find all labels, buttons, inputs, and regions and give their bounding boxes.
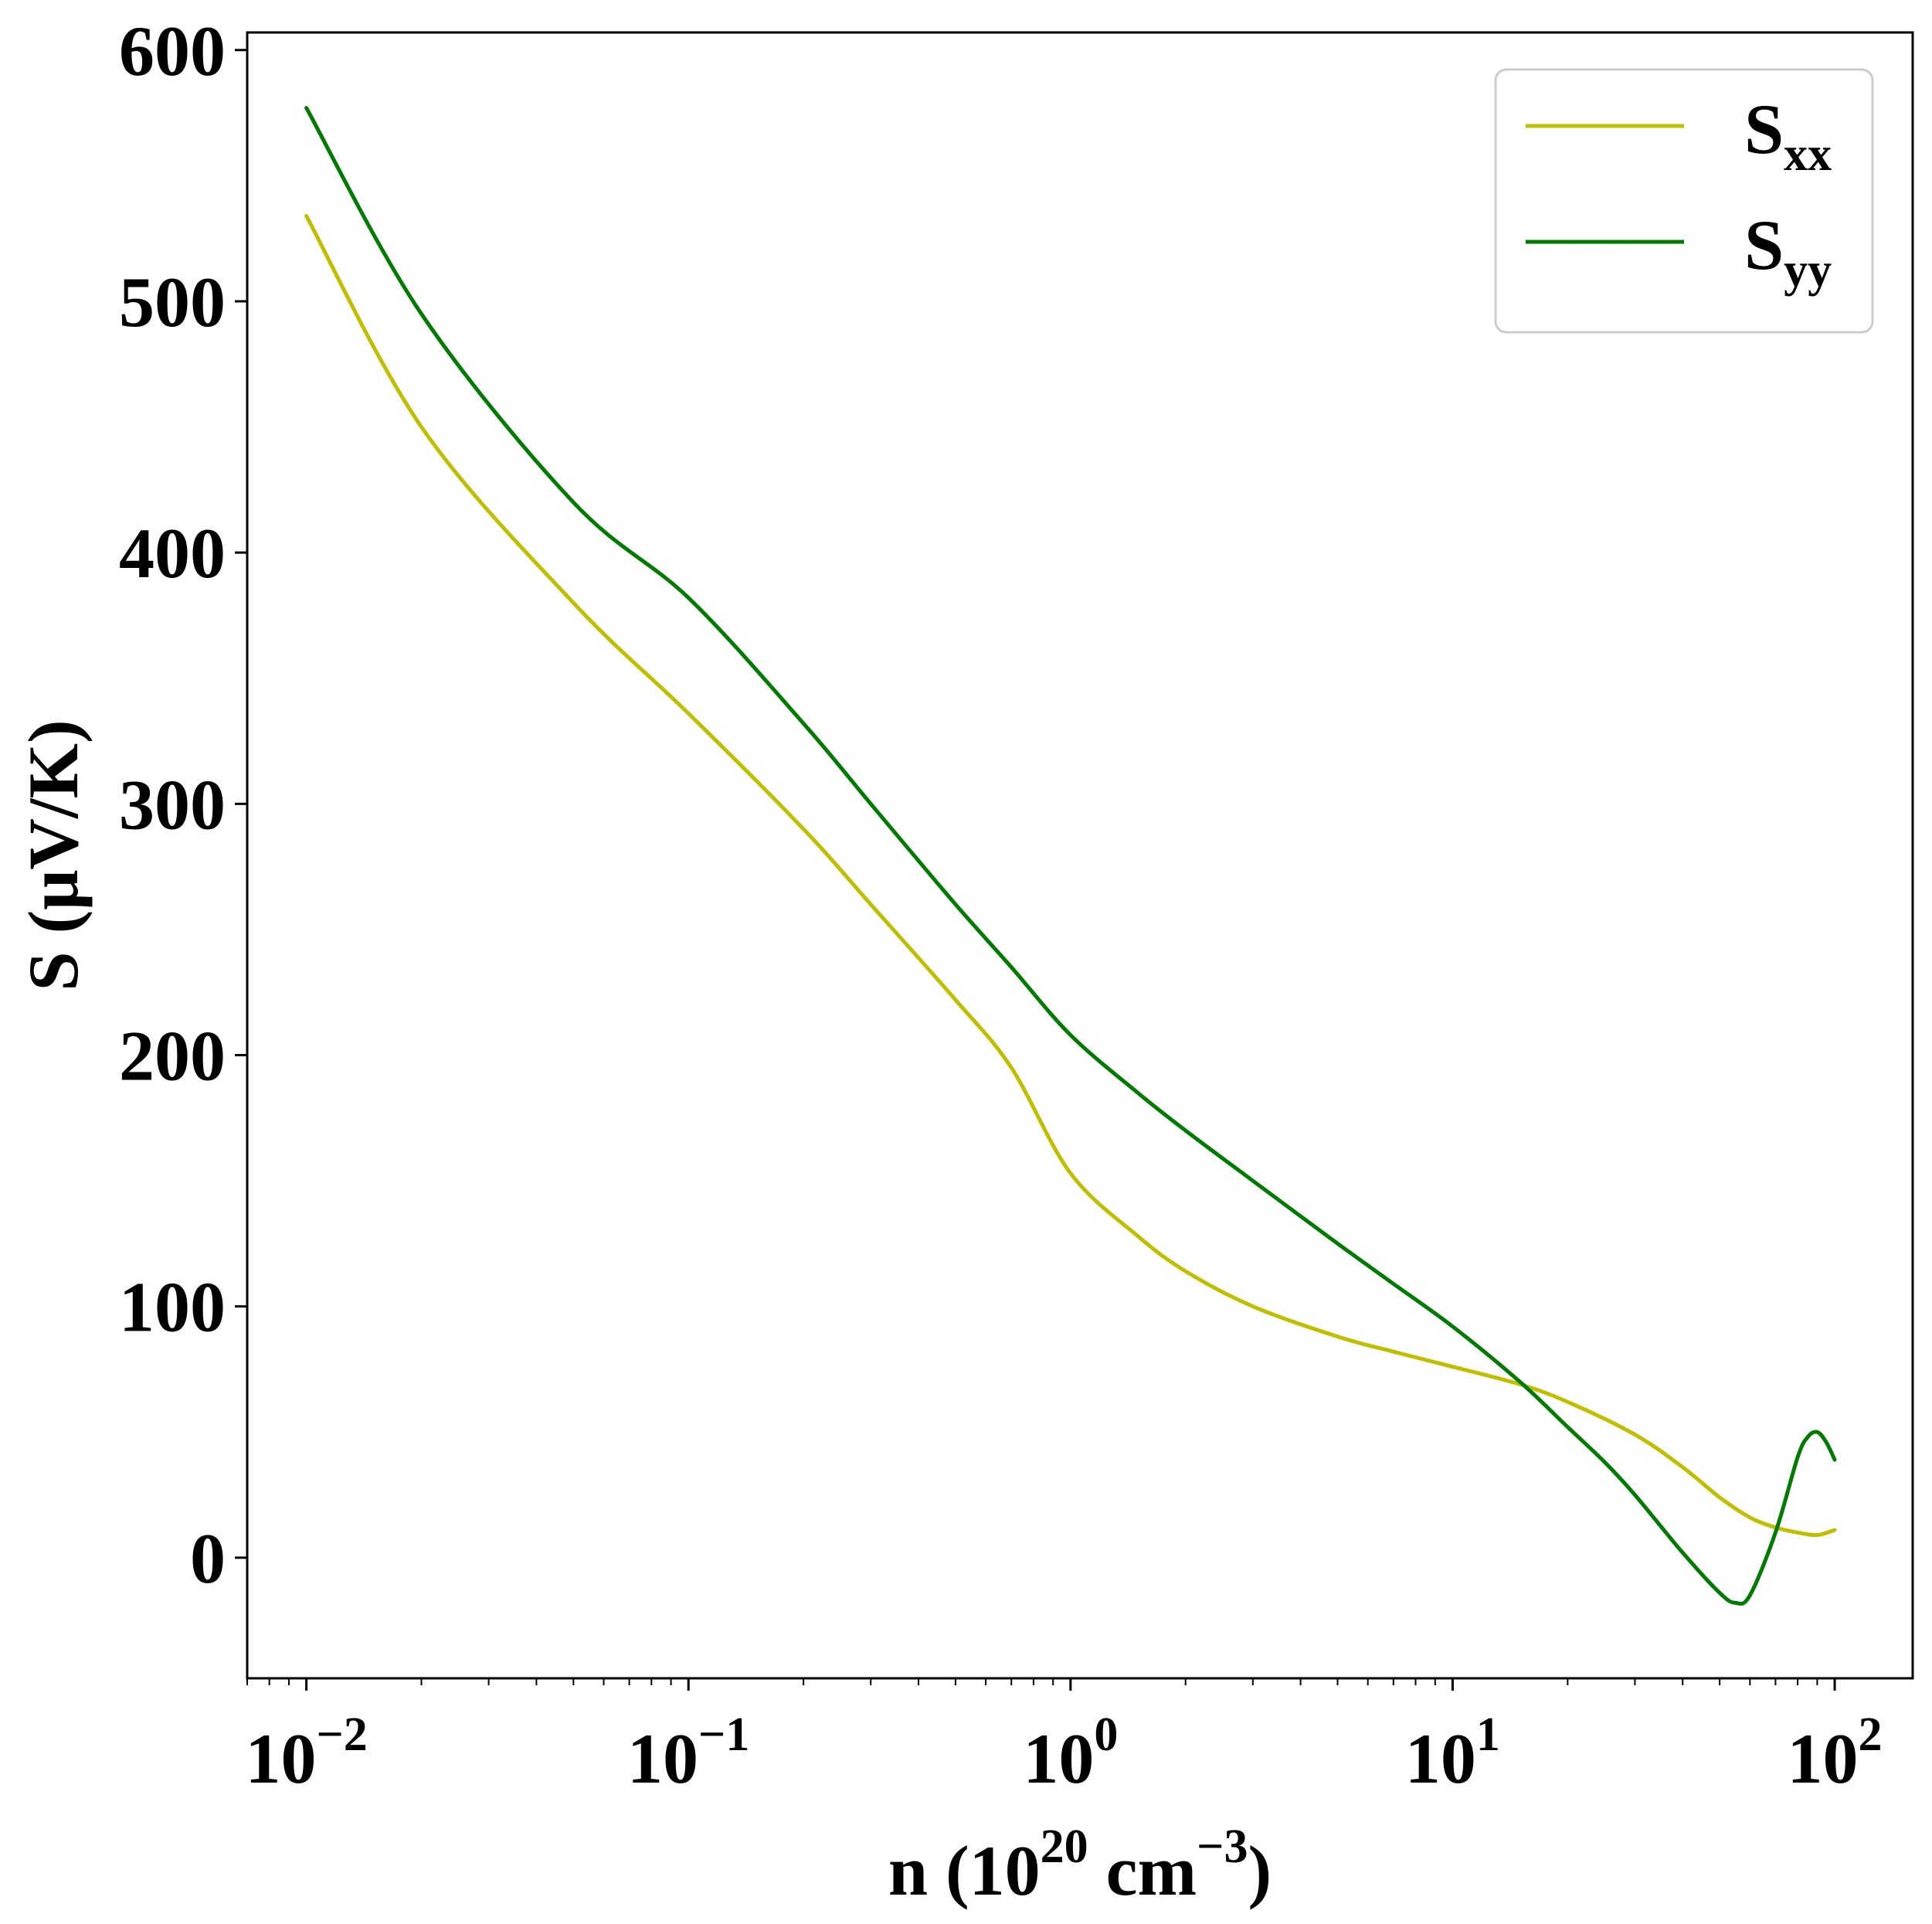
x-tick-label-exponent: 1	[1476, 1708, 1500, 1761]
y-tick-label: 600	[119, 12, 226, 90]
legend-box	[1494, 68, 1874, 334]
legend-label-sxx-base: S	[1744, 90, 1784, 168]
x-tick-label-exponent: 0	[1094, 1708, 1118, 1761]
legend-label-syy-sub: yy	[1784, 244, 1832, 297]
plot-frame	[246, 31, 1914, 1680]
legend-label-sxx-sub: xx	[1784, 128, 1832, 181]
y-axis: 0 100 200 300 400 500 600	[119, 12, 247, 1598]
x-axis-label: n (1020 cm−3)	[888, 1820, 1272, 1910]
x-tick-label-base: 10	[627, 1719, 698, 1798]
x-axis-label-exponent: 20	[1041, 1820, 1088, 1873]
y-tick-label: 100	[119, 1268, 226, 1347]
x-tick-label: 101	[1405, 1708, 1500, 1798]
x-axis-label-unit-exponent: −3	[1197, 1820, 1248, 1873]
x-axis-label-base: n (10	[888, 1831, 1041, 1910]
y-axis-label: S (μV/K)	[14, 719, 93, 991]
legend-label-syy: Syy	[1744, 206, 1832, 297]
x-tick-label-base: 10	[1023, 1719, 1094, 1798]
y-tick-label: 500	[119, 263, 226, 342]
x-axis-label-unit: cm	[1088, 1831, 1197, 1910]
series-line-syy	[304, 106, 1837, 1606]
series-layer	[304, 106, 1837, 1606]
y-tick-label: 300	[119, 765, 226, 844]
y-tick-label: 400	[119, 514, 226, 593]
x-tick-label-exponent: 2	[1859, 1708, 1883, 1761]
x-tick-label-exponent: −2	[316, 1708, 367, 1761]
x-axis-label-close: )	[1248, 1831, 1272, 1910]
legend-label-sxx: Sxx	[1744, 90, 1832, 181]
legend-label-syy-base: S	[1744, 206, 1784, 284]
x-tick-label-base: 10	[1788, 1719, 1859, 1798]
x-tick-label: 100	[1023, 1708, 1118, 1798]
series-line-sxx	[304, 213, 1837, 1538]
x-axis: 10−2 10−1 100 101 102	[245, 1678, 1883, 1798]
x-tick-label-base: 10	[1405, 1719, 1476, 1798]
y-tick-label: 0	[190, 1519, 226, 1598]
y-tick-label: 200	[119, 1017, 226, 1096]
x-tick-label-exponent: −1	[698, 1708, 749, 1761]
x-tick-label-base: 10	[245, 1719, 316, 1798]
x-tick-label: 10−2	[245, 1708, 367, 1798]
x-tick-label: 102	[1788, 1708, 1883, 1798]
legend: Sxx Syy	[1494, 68, 1874, 334]
x-tick-label: 10−1	[627, 1708, 749, 1798]
